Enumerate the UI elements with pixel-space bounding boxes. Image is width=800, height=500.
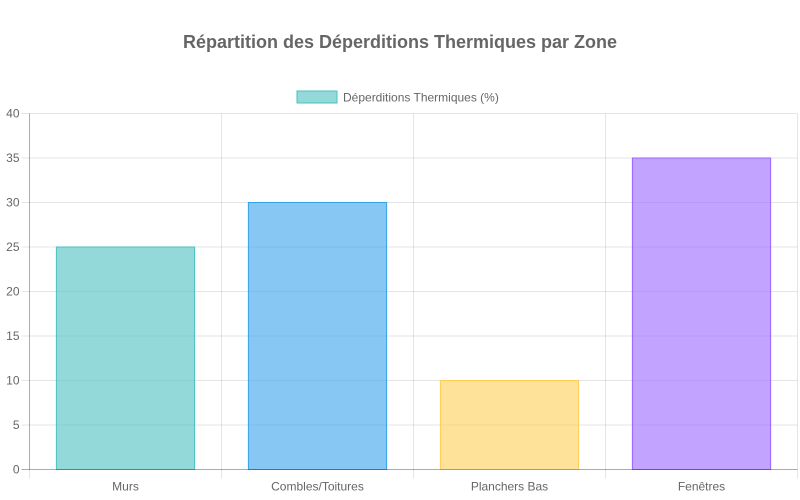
x-tick-label: Planchers Bas bbox=[471, 480, 548, 494]
chart-title: Répartition des Déperditions Thermiques … bbox=[183, 32, 617, 52]
x-tick-label: Combles/Toitures bbox=[271, 480, 364, 494]
bars bbox=[55, 157, 772, 470]
bar-combles-toitures[interactable] bbox=[247, 202, 388, 470]
y-tick-label: 15 bbox=[6, 329, 20, 343]
legend[interactable]: Déperditions Thermiques (%) bbox=[296, 90, 499, 105]
x-tick-label: Murs bbox=[112, 480, 139, 494]
bar-fen-tres[interactable] bbox=[631, 157, 772, 470]
y-tick-label: 5 bbox=[13, 418, 20, 432]
bar-murs[interactable] bbox=[55, 246, 196, 470]
axes bbox=[21, 113, 798, 479]
y-tick-label: 30 bbox=[6, 196, 20, 210]
y-tick-label: 0 bbox=[13, 463, 20, 477]
bar-planchers-bas[interactable] bbox=[439, 380, 580, 470]
legend-swatch[interactable] bbox=[296, 90, 338, 104]
y-tick-label: 25 bbox=[6, 240, 20, 254]
y-tick-label: 10 bbox=[6, 374, 20, 388]
legend-label[interactable]: Déperditions Thermiques (%) bbox=[343, 91, 499, 105]
x-tick-label: Fenêtres bbox=[678, 480, 725, 494]
y-tick-label: 35 bbox=[6, 151, 20, 165]
tick-labels: 0 5 10 15 20 25 30 35 40 Murs Combles/Toitures Plan… bbox=[6, 107, 725, 494]
y-tick-label: 40 bbox=[6, 107, 20, 121]
y-tick-label: 20 bbox=[6, 285, 20, 299]
